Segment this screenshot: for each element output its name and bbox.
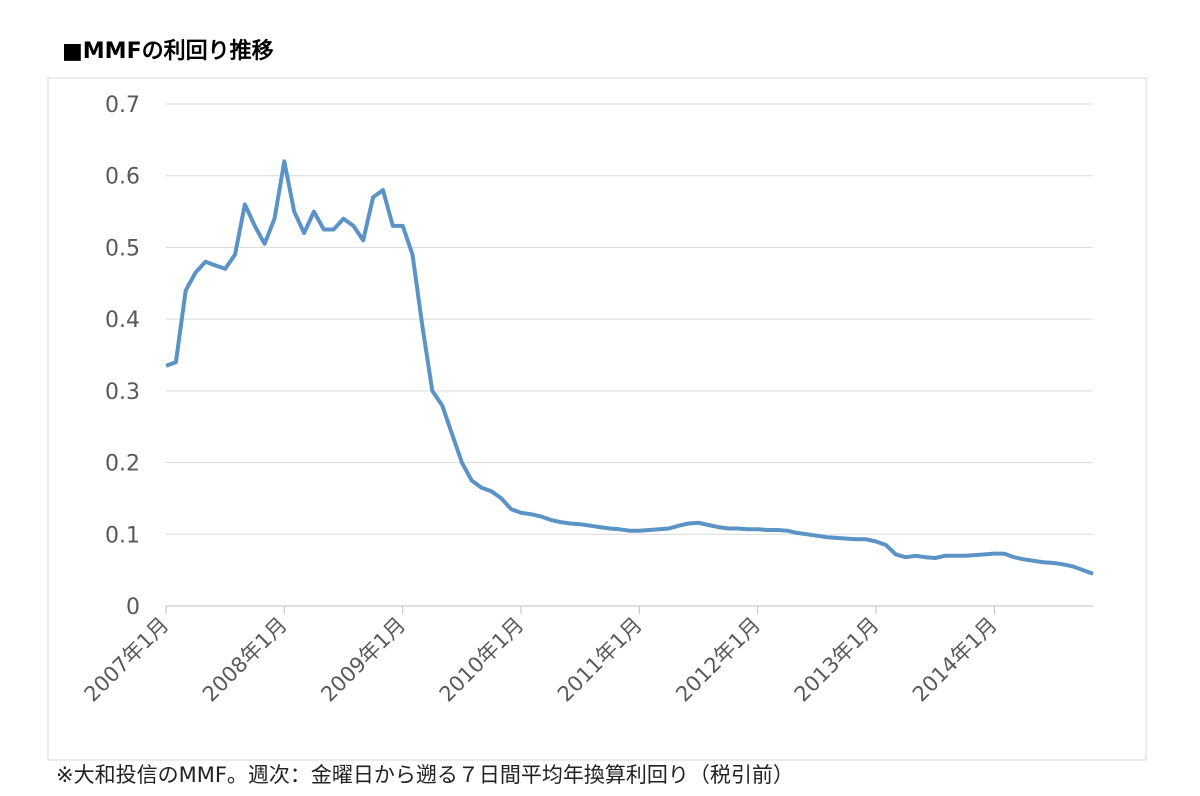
chart-title: ■MMFの利回り推移 (62, 38, 274, 64)
y-tick-label: 0 (126, 595, 140, 620)
y-tick-label: 0.5 (105, 236, 140, 261)
y-tick-label: 0.7 (105, 93, 140, 118)
x-tick-label: 2012年1月 (671, 613, 765, 707)
x-tick-label: 2014年1月 (908, 613, 1002, 707)
x-tick-label: 2007年1月 (80, 613, 174, 707)
data-line (165, 159, 1094, 576)
y-tick-label: 0.4 (105, 308, 140, 333)
y-tick-label: 0.2 (105, 452, 140, 477)
x-tick-label: 2008年1月 (198, 613, 292, 707)
y-tick-label: 0.3 (105, 380, 140, 405)
y-tick-label: 0.6 (105, 165, 140, 190)
footnote: ※大和投信のMMF。週次：金曜日から遡る７日間平均年換算利回り（税引前） (56, 763, 794, 787)
x-tick-label: 2009年1月 (316, 613, 410, 707)
x-tick-label: 2013年1月 (790, 613, 884, 707)
x-tick-label: 2010年1月 (435, 613, 529, 707)
y-tick-label: 0.1 (105, 523, 140, 548)
chart-frame (47, 77, 1147, 761)
x-tick-label: 2011年1月 (553, 613, 647, 707)
